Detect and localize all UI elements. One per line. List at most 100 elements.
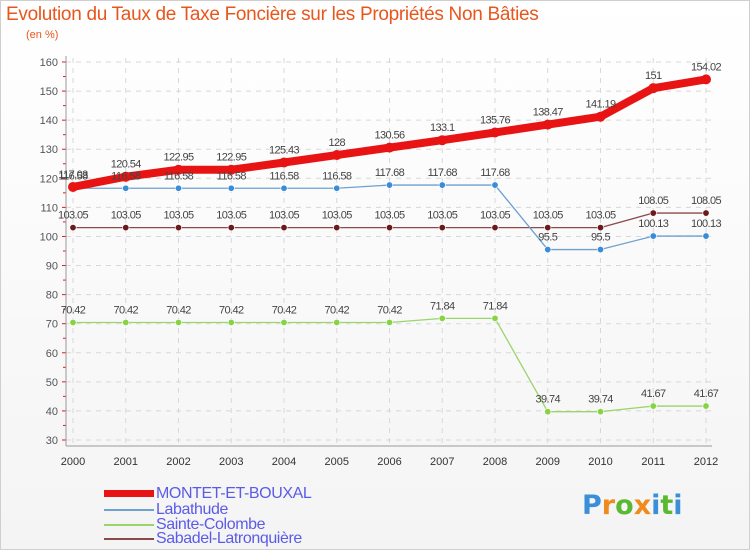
data-point [438,181,446,189]
x-tick-label: 2008 [483,456,507,468]
data-point [437,135,448,146]
data-label: 95.5 [591,232,610,244]
chart-title: Evolution du Taux de Taxe Foncière sur l… [6,4,539,25]
y-tick-label: 90 [46,261,58,273]
data-label: 103.05 [111,210,142,222]
logo-letter: x [633,490,652,521]
data-point [120,171,131,182]
data-label: 117.68 [375,167,405,179]
data-label: 103.05 [322,210,353,222]
data-label: 108.05 [638,195,669,207]
y-tick-label: 60 [46,348,58,360]
legend-label: Labathude [156,501,229,518]
x-tick-label: 2005 [325,456,349,468]
data-point [175,318,183,326]
data-point [331,150,342,161]
data-point [649,402,657,410]
data-label: 103.05 [58,210,89,222]
data-point [385,318,393,326]
data-label: 103.05 [480,210,511,222]
x-tick-label: 2011 [641,456,665,468]
data-point [544,246,552,254]
y-tick-label: 150 [40,86,58,98]
data-label: 130.56 [374,130,405,142]
data-label: 116.58 [322,170,352,182]
data-point [122,318,130,326]
logo-letter: i [673,490,683,521]
data-point [122,224,130,232]
data-label: 103.05 [533,210,564,222]
x-tick-label: 2010 [588,456,612,468]
data-point [227,224,235,232]
data-label: 39.74 [535,394,560,406]
data-point [384,142,395,153]
data-label: 117.68 [428,167,458,179]
data-label: 133.1 [430,122,455,134]
data-label: 100.13 [638,218,669,230]
data-point [333,224,341,232]
legend-label: MONTET-ET-BOUXAL [156,485,312,502]
data-point [649,232,657,240]
data-label: 116.58 [217,170,247,182]
data-label: 103.05 [216,210,247,222]
data-point [544,224,552,232]
data-point [438,224,446,232]
data-label: 122.95 [216,152,247,164]
x-tick-label: 2003 [219,456,243,468]
data-point [702,232,710,240]
x-tick-label: 2009 [536,456,560,468]
data-point [596,246,604,254]
data-label: 154.02 [691,61,722,73]
data-label: 39.74 [588,394,613,406]
logo-letter: t [660,490,674,521]
y-tick-label: 120 [40,173,58,185]
data-label: 95.5 [538,232,557,244]
data-label: 151 [645,70,662,82]
data-label: 117.68 [480,167,510,179]
x-tick-label: 2006 [377,456,401,468]
data-label: 103.05 [163,210,194,222]
data-label: 116.58 [111,170,141,182]
x-tick-label: 2001 [114,456,138,468]
data-point [702,402,710,410]
data-label: 70.42 [377,304,402,316]
logo-letter: r [601,490,616,521]
data-point [596,408,604,416]
data-label: 116.58 [164,170,194,182]
data-point [69,318,77,326]
data-point [68,181,78,192]
data-label: 103.05 [427,210,458,222]
logo-letter: i [651,490,661,521]
data-point [69,224,77,232]
data-point [280,318,288,326]
data-point [175,224,183,232]
legend-swatch [104,524,154,526]
data-point [280,224,288,232]
data-point [280,184,288,192]
logo-letter: P [582,490,602,521]
data-point [491,314,499,322]
data-label: 117.03 [58,169,88,181]
legend-label: Sabadel-Latronquière [156,530,302,547]
data-point [227,184,235,192]
data-label: 120.54 [111,159,142,171]
proxiti-logo: Proxiti [582,490,683,521]
x-tick-label: 2007 [430,456,454,468]
data-label: 70.42 [219,304,244,316]
data-point [226,164,237,175]
y-tick-label: 80 [46,290,58,302]
y-tick-label: 140 [40,115,58,127]
logo-letter: o [615,490,634,521]
legend-swatch [104,490,154,497]
y-tick-label: 160 [40,57,58,69]
data-label: 122.95 [163,152,194,164]
x-tick-label: 2002 [166,456,190,468]
data-point [542,119,553,130]
data-label: 71.84 [430,300,455,312]
data-label: 41.67 [641,388,666,400]
y-tick-label: 40 [46,406,58,418]
data-label: 70.42 [61,304,86,316]
data-point [333,184,341,192]
